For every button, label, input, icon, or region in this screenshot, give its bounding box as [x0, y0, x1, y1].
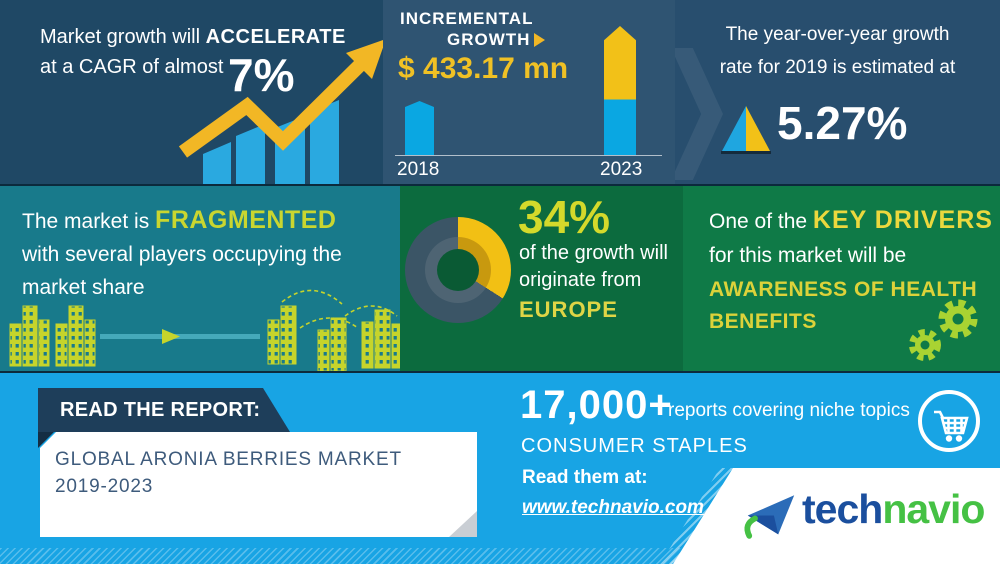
drivers-line1-em: KEY DRIVERS	[812, 206, 993, 234]
fragmented-line2: with several players occupying the	[22, 243, 342, 266]
play-arrow-icon	[534, 33, 546, 47]
donut-hole	[437, 249, 479, 291]
drivers-line3: AWARENESS OF HEALTH	[709, 278, 978, 301]
fragmented-line3: market share	[22, 276, 145, 299]
drivers-line1: One of the KEY DRIVERS	[709, 206, 993, 234]
gears-icon	[909, 299, 978, 361]
brand-area: technavio	[673, 468, 1000, 564]
city-buildings-graphic	[9, 289, 400, 371]
fragmented-line1: The market is	[22, 210, 156, 233]
europe-pct: 34%	[518, 191, 611, 243]
panel-incremental-growth: INCREMENTAL GROWTH $ 433.17 mn 2018 2023	[383, 0, 675, 184]
cagr-value: 7%	[228, 49, 295, 101]
drivers-line4: BENEFITS	[709, 310, 817, 333]
bar-2023	[604, 26, 636, 155]
growth-triangle-icon	[721, 106, 771, 154]
footer: READ THE REPORT: GLOBAL ARONIA BERRIES M…	[0, 373, 1000, 564]
category-label: CONSUMER STAPLES	[521, 435, 748, 457]
incremental-value: $ 433.17 mn	[398, 52, 569, 85]
page-curl	[449, 511, 477, 537]
read-report-ribbon: READ THE REPORT:	[38, 388, 290, 432]
timeline-play-icon	[162, 329, 180, 344]
year-label-2023: 2023	[600, 159, 643, 180]
growth-line1-em: ACCELERATE	[205, 26, 346, 48]
europe-line2: originate from	[519, 269, 642, 291]
incremental-title-line2: GROWTH	[447, 30, 546, 50]
bar-2018	[405, 101, 434, 155]
yoy-value: 5.27%	[777, 97, 908, 149]
europe-donut-chart	[405, 217, 511, 323]
europe-line1: of the growth will	[519, 242, 668, 264]
growth-line1: Market growth will	[40, 26, 206, 48]
fragmented-text: The market is FRAGMENTED with several pl…	[22, 204, 342, 304]
incremental-title-line1: INCREMENTAL	[400, 9, 534, 28]
panel-fragmented: The market is FRAGMENTED with several pl…	[0, 186, 400, 371]
read-them-at-label: Read them at:	[522, 467, 648, 488]
website-link[interactable]: www.technavio.com	[522, 497, 704, 518]
connection-arcs	[281, 289, 398, 329]
technavio-wordmark: technavio	[802, 486, 985, 532]
reports-count: 17,000+	[520, 383, 673, 427]
europe-region: EUROPE	[519, 297, 618, 322]
up-trend-arrow-icon	[178, 58, 367, 158]
yoy-line2: rate for 2019 is estimated at	[719, 57, 956, 78]
cart-icon	[918, 390, 980, 452]
fragmented-line1-em: FRAGMENTED	[155, 206, 337, 234]
panel-yoy-growth: The year-over-year growth rate for 2019 …	[675, 0, 1000, 184]
reports-count-caption: reports covering niche topics	[668, 400, 910, 421]
year-label-2018: 2018	[397, 159, 440, 180]
panel-market-growth: Market growth will ACCELERATE at a CAGR …	[0, 0, 383, 184]
growth-text: Market growth will ACCELERATE at a CAGR …	[40, 22, 346, 82]
growth-arrow-chart	[178, 40, 383, 184]
drivers-line2: for this market will be	[709, 244, 907, 267]
technavio-logo-icon	[744, 495, 795, 539]
panel-key-drivers: One of the KEY DRIVERS for this market w…	[683, 186, 1000, 371]
report-card: GLOBAL ARONIA BERRIES MARKET 2019-2023	[40, 432, 477, 537]
growth-line2: at a CAGR of almost	[40, 56, 224, 78]
chart-baseline	[395, 155, 662, 156]
report-title: GLOBAL ARONIA BERRIES MARKET 2019-2023	[55, 449, 402, 497]
yoy-line1: The year-over-year growth	[725, 24, 950, 45]
stripe-texture	[0, 548, 690, 564]
panel-europe-share: 34% of the growth will originate from EU…	[400, 186, 683, 371]
